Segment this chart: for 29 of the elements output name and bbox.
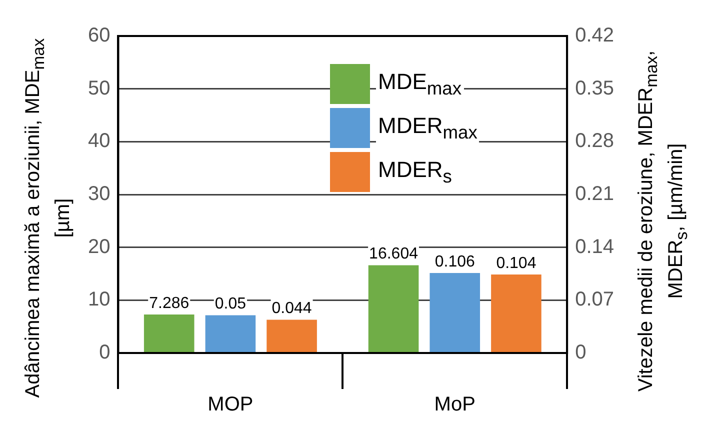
y-tick-label: 30: [88, 183, 110, 206]
y2-tick-label: 0.21: [575, 183, 614, 206]
y2-tick-label: 0.35: [575, 77, 614, 100]
data-label: 0.106: [434, 253, 475, 270]
y-tick-label: 60: [88, 24, 110, 47]
y-tick-label: 40: [88, 130, 110, 152]
y-tick-label: 10: [88, 288, 110, 311]
legend-label: MDER$_{max}$: [376, 112, 480, 144]
y2-tick-label: 0.07: [575, 288, 614, 311]
data-label: 0.044: [272, 300, 312, 318]
y2-tick-label: 0.42: [575, 24, 614, 47]
bar: [266, 320, 317, 353]
y-tick-label: 50: [88, 77, 110, 100]
x-tick-label: MOP: [208, 394, 254, 416]
y2-tick-label: 0.28: [575, 130, 614, 152]
bar: [205, 315, 256, 353]
y-tick-label: 20: [88, 236, 110, 258]
y2-tick-label: 0: [575, 342, 586, 364]
x-tick-label: MoP: [434, 394, 476, 416]
data-label: 0.104: [496, 254, 536, 272]
bar: [491, 274, 542, 353]
legend-label: MDE$_{max}$: [376, 68, 464, 100]
y-tick-label: 0: [99, 342, 110, 364]
data-label: 0.05: [214, 296, 246, 313]
y2-tick-label: 0.14: [575, 236, 614, 258]
data-label: 7.286: [149, 294, 190, 312]
bar: [430, 272, 480, 353]
data-label: 16.604: [369, 246, 418, 263]
legend-label: MDER$_{s}$: [376, 156, 454, 188]
